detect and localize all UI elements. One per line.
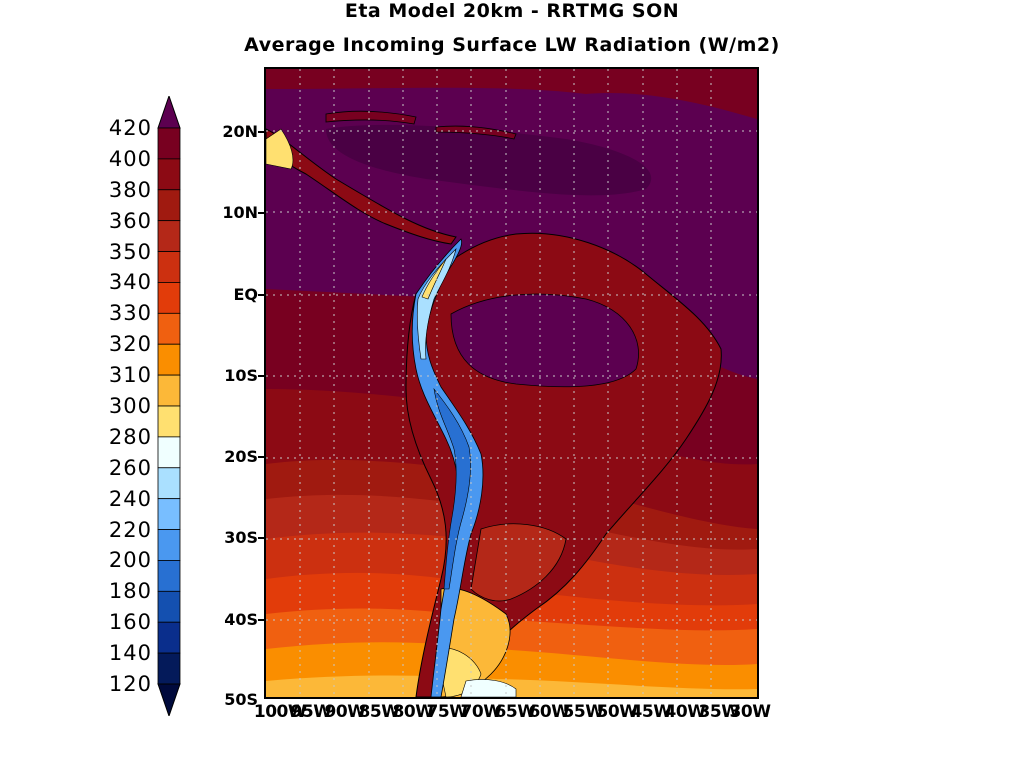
colorbar-label: 160 xyxy=(108,610,152,635)
lon-label: 45W xyxy=(630,702,672,722)
colorbar-label: 340 xyxy=(108,270,152,295)
lat-label: 20S xyxy=(224,447,258,466)
chart-subtitle: Average Incoming Surface LW Radiation (W… xyxy=(244,34,780,56)
colorbar-label: 300 xyxy=(108,394,152,418)
colorbar-segment xyxy=(157,312,181,345)
grid-lines xyxy=(266,69,757,697)
colorbar-segment xyxy=(157,374,181,407)
colorbar-label: 220 xyxy=(108,517,152,542)
colorbar-segment xyxy=(157,621,181,654)
colorbar-label: 180 xyxy=(108,579,152,604)
colorbar-label: 310 xyxy=(108,363,152,388)
colorbar-label: 140 xyxy=(108,641,152,666)
colorbar-segment xyxy=(157,189,181,222)
lon-label: 70W xyxy=(460,702,502,722)
lat-label: 40S xyxy=(224,610,258,629)
lon-label: 75W xyxy=(426,702,468,722)
colorbar-label: 420 xyxy=(108,116,152,140)
lat-label: 50S xyxy=(224,690,258,709)
colorbar-segment xyxy=(157,158,181,191)
colorbar-segment xyxy=(157,590,181,623)
andes-colder xyxy=(433,387,471,590)
lat-tick xyxy=(258,212,264,214)
colorbar-segment xyxy=(157,96,181,129)
colorbar-segment xyxy=(157,251,181,283)
colorbar-segment xyxy=(157,467,181,500)
colorbar-label: 380 xyxy=(108,177,152,202)
lon-label: 55W xyxy=(562,702,604,722)
lon-label: 50W xyxy=(596,702,638,722)
field-380-north xyxy=(266,69,757,119)
land-south xyxy=(470,523,567,602)
colorbar-segment xyxy=(157,436,181,469)
colorbar-label: 200 xyxy=(108,548,152,573)
map-frame xyxy=(264,67,759,699)
colorbar xyxy=(157,96,181,716)
lat-tick xyxy=(258,537,264,539)
lat-tick xyxy=(258,619,264,621)
lat-tick xyxy=(258,131,264,133)
lon-label: 65W xyxy=(494,702,536,722)
colorbar-label: 400 xyxy=(108,146,152,171)
colorbar-segment xyxy=(157,220,181,252)
lat-label: 10N xyxy=(222,203,258,222)
colorbar-segment xyxy=(157,498,181,530)
colorbar-label: 330 xyxy=(108,301,152,326)
colorbar-segment xyxy=(157,652,181,685)
landmass-central-america xyxy=(266,128,457,245)
colorbar-label: 360 xyxy=(108,208,152,233)
lat-tick xyxy=(258,294,264,296)
land-tierra xyxy=(460,679,517,697)
colorbar-segment xyxy=(157,683,181,716)
lon-label: 80W xyxy=(392,702,434,722)
colorbar-label: 280 xyxy=(108,424,152,449)
colorbar-segment xyxy=(157,405,181,438)
lon-label: 95W xyxy=(290,702,332,722)
lat-label: 10S xyxy=(224,366,258,385)
colorbar-segment xyxy=(157,343,181,376)
lat-tick xyxy=(258,375,264,377)
caribbean-islands xyxy=(325,110,517,140)
lon-label: 35W xyxy=(698,702,740,722)
lon-label: 60W xyxy=(528,702,570,722)
lon-label: 85W xyxy=(358,702,400,722)
lon-label: 40W xyxy=(664,702,706,722)
lon-label: 100W xyxy=(253,702,307,722)
colorbar-label: 120 xyxy=(108,672,152,696)
colorbar-segment xyxy=(157,127,181,160)
colorbar-label: 320 xyxy=(108,332,152,357)
lon-label: 30W xyxy=(729,702,771,722)
colorbar-label: 260 xyxy=(108,455,152,480)
colorbar-segment xyxy=(157,282,181,314)
lat-tick xyxy=(258,456,264,458)
colorbar-segment xyxy=(157,560,181,592)
lat-label: 20N xyxy=(222,122,258,141)
lat-label: 30S xyxy=(224,528,258,547)
lat-label: EQ xyxy=(233,285,258,304)
map xyxy=(266,69,757,697)
andes-edge-yellow xyxy=(421,258,447,300)
field-380-caribbean xyxy=(326,124,652,196)
colorbar-label: 240 xyxy=(108,486,152,511)
colorbar-segment xyxy=(157,529,181,561)
land-amazon xyxy=(450,293,639,388)
chart-title: Eta Model 20km - RRTMG SON xyxy=(344,0,680,22)
lon-label: 90W xyxy=(324,702,366,722)
mexico-cold xyxy=(266,128,294,170)
colorbar-label: 350 xyxy=(108,239,152,264)
